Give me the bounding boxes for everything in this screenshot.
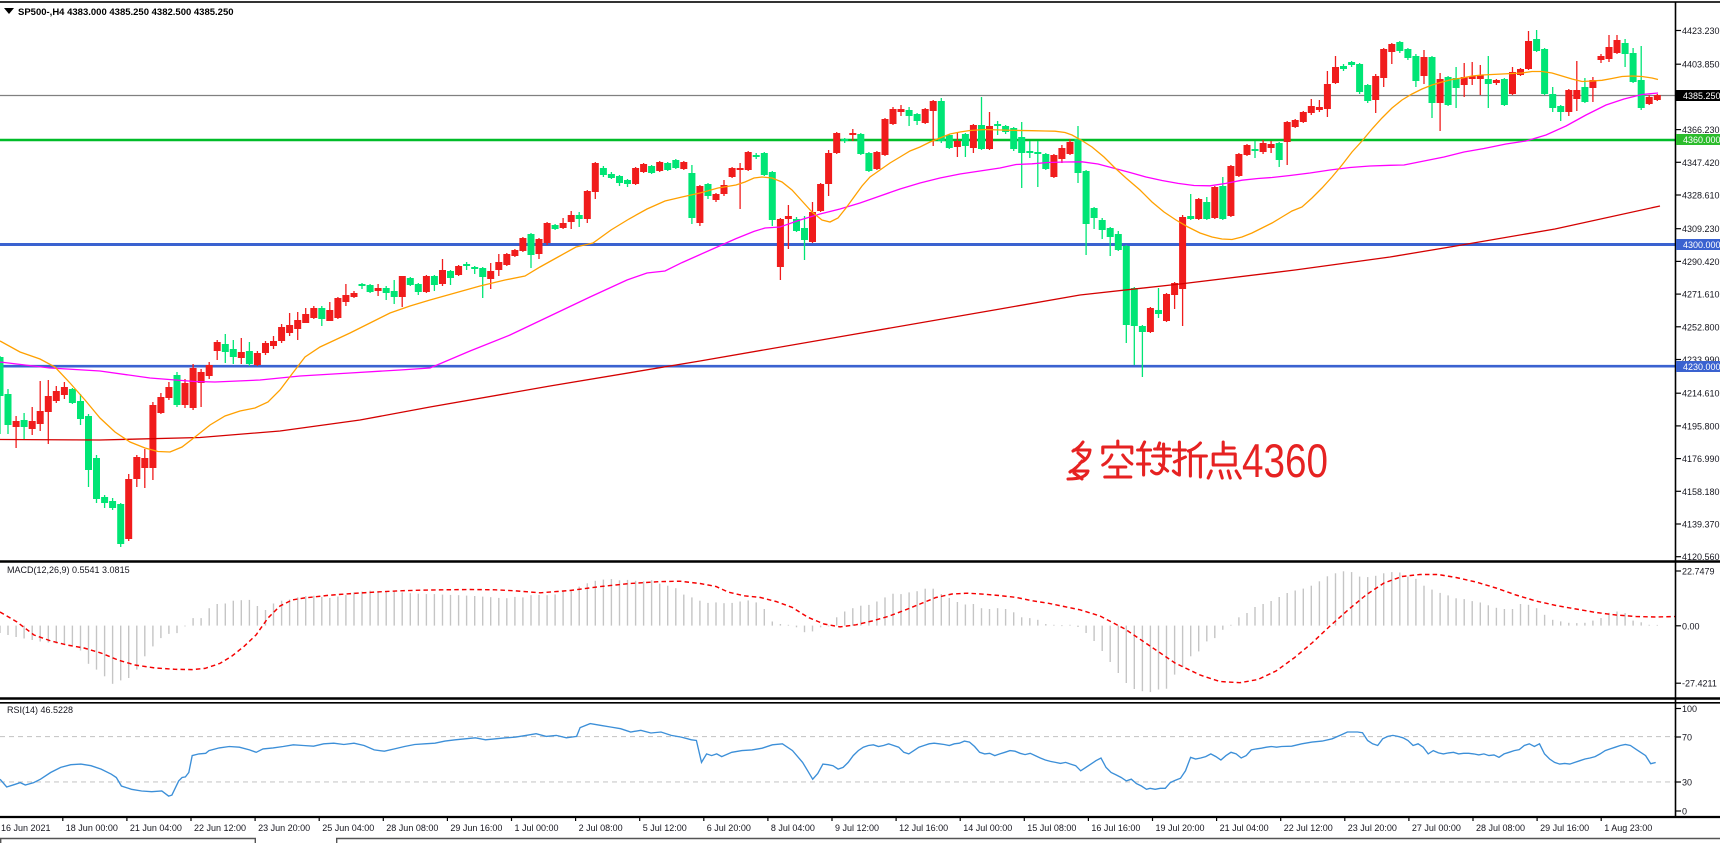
svg-text:4403.850: 4403.850	[1682, 60, 1720, 70]
svg-text:4290.420: 4290.420	[1682, 257, 1720, 267]
svg-text:4328.610: 4328.610	[1682, 191, 1720, 201]
svg-text:21 Jun 04:00: 21 Jun 04:00	[130, 823, 182, 833]
svg-text:4139.370: 4139.370	[1682, 520, 1720, 530]
svg-text:0: 0	[1682, 807, 1687, 817]
svg-text:100: 100	[1682, 704, 1697, 714]
svg-text:8 Jul 04:00: 8 Jul 04:00	[771, 823, 815, 833]
svg-text:2 Jul 08:00: 2 Jul 08:00	[579, 823, 623, 833]
svg-text:4233.990: 4233.990	[1682, 355, 1720, 365]
svg-text:14 Jul 00:00: 14 Jul 00:00	[963, 823, 1012, 833]
svg-text:4360.000: 4360.000	[1683, 135, 1720, 145]
svg-text:4252.800: 4252.800	[1682, 322, 1720, 332]
svg-text:4347.420: 4347.420	[1682, 158, 1720, 168]
svg-text:4158.180: 4158.180	[1682, 487, 1720, 497]
svg-text:30: 30	[1682, 778, 1692, 788]
svg-text:16 Jul 16:00: 16 Jul 16:00	[1091, 823, 1140, 833]
svg-text:MACD(12,26,9) 0.5541 3.0815: MACD(12,26,9) 0.5541 3.0815	[7, 565, 130, 575]
svg-text:23 Jun 20:00: 23 Jun 20:00	[258, 823, 310, 833]
svg-text:22 Jul 12:00: 22 Jul 12:00	[1284, 823, 1333, 833]
svg-text:19 Jul 20:00: 19 Jul 20:00	[1156, 823, 1205, 833]
svg-text:29 Jun 16:00: 29 Jun 16:00	[450, 823, 502, 833]
svg-text:6 Jul 20:00: 6 Jul 20:00	[707, 823, 751, 833]
svg-text:16 Jun 2021: 16 Jun 2021	[1, 823, 51, 833]
svg-text:4423.230: 4423.230	[1682, 26, 1720, 36]
svg-text:-27.4211: -27.4211	[1682, 679, 1717, 689]
svg-text:21 Jul 04:00: 21 Jul 04:00	[1220, 823, 1269, 833]
svg-text:4385.250: 4385.250	[1683, 91, 1720, 101]
svg-text:28 Jul 08:00: 28 Jul 08:00	[1476, 823, 1525, 833]
svg-text:1 Aug 23:00: 1 Aug 23:00	[1604, 823, 1652, 833]
svg-text:23 Jul 20:00: 23 Jul 20:00	[1348, 823, 1397, 833]
svg-text:12 Jul 16:00: 12 Jul 16:00	[899, 823, 948, 833]
svg-text:0.00: 0.00	[1682, 621, 1700, 631]
svg-text:1 Jul 00:00: 1 Jul 00:00	[515, 823, 559, 833]
svg-text:27 Jul 00:00: 27 Jul 00:00	[1412, 823, 1461, 833]
svg-text:18 Jun 00:00: 18 Jun 00:00	[66, 823, 118, 833]
svg-text:25 Jun 04:00: 25 Jun 04:00	[322, 823, 374, 833]
svg-text:RSI(14) 46.5228: RSI(14) 46.5228	[7, 705, 73, 715]
svg-text:29 Jul 16:00: 29 Jul 16:00	[1540, 823, 1589, 833]
svg-text:28 Jun 08:00: 28 Jun 08:00	[386, 823, 438, 833]
svg-text:4176.990: 4176.990	[1682, 454, 1720, 464]
svg-text:4360: 4360	[1242, 434, 1328, 487]
svg-text:SP500-,H4 4383.000 4385.250 4: SP500-,H4 4383.000 4385.250 4382.500 438…	[18, 7, 234, 18]
svg-text:4300.000: 4300.000	[1683, 240, 1720, 250]
svg-text:4195.800: 4195.800	[1682, 421, 1720, 431]
svg-text:4214.610: 4214.610	[1682, 389, 1720, 399]
svg-text:9 Jul 12:00: 9 Jul 12:00	[835, 823, 879, 833]
svg-text:4271.610: 4271.610	[1682, 290, 1720, 300]
svg-text:5 Jul 12:00: 5 Jul 12:00	[643, 823, 687, 833]
svg-text:15 Jul 08:00: 15 Jul 08:00	[1027, 823, 1076, 833]
svg-text:70: 70	[1682, 733, 1692, 743]
svg-text:4120.560: 4120.560	[1682, 552, 1720, 562]
svg-text:4309.230: 4309.230	[1682, 224, 1720, 234]
svg-text:4366.230: 4366.230	[1682, 125, 1720, 135]
svg-text:22.7479: 22.7479	[1682, 567, 1715, 577]
svg-text:22 Jun 12:00: 22 Jun 12:00	[194, 823, 246, 833]
svg-text:4230.000: 4230.000	[1683, 362, 1720, 372]
